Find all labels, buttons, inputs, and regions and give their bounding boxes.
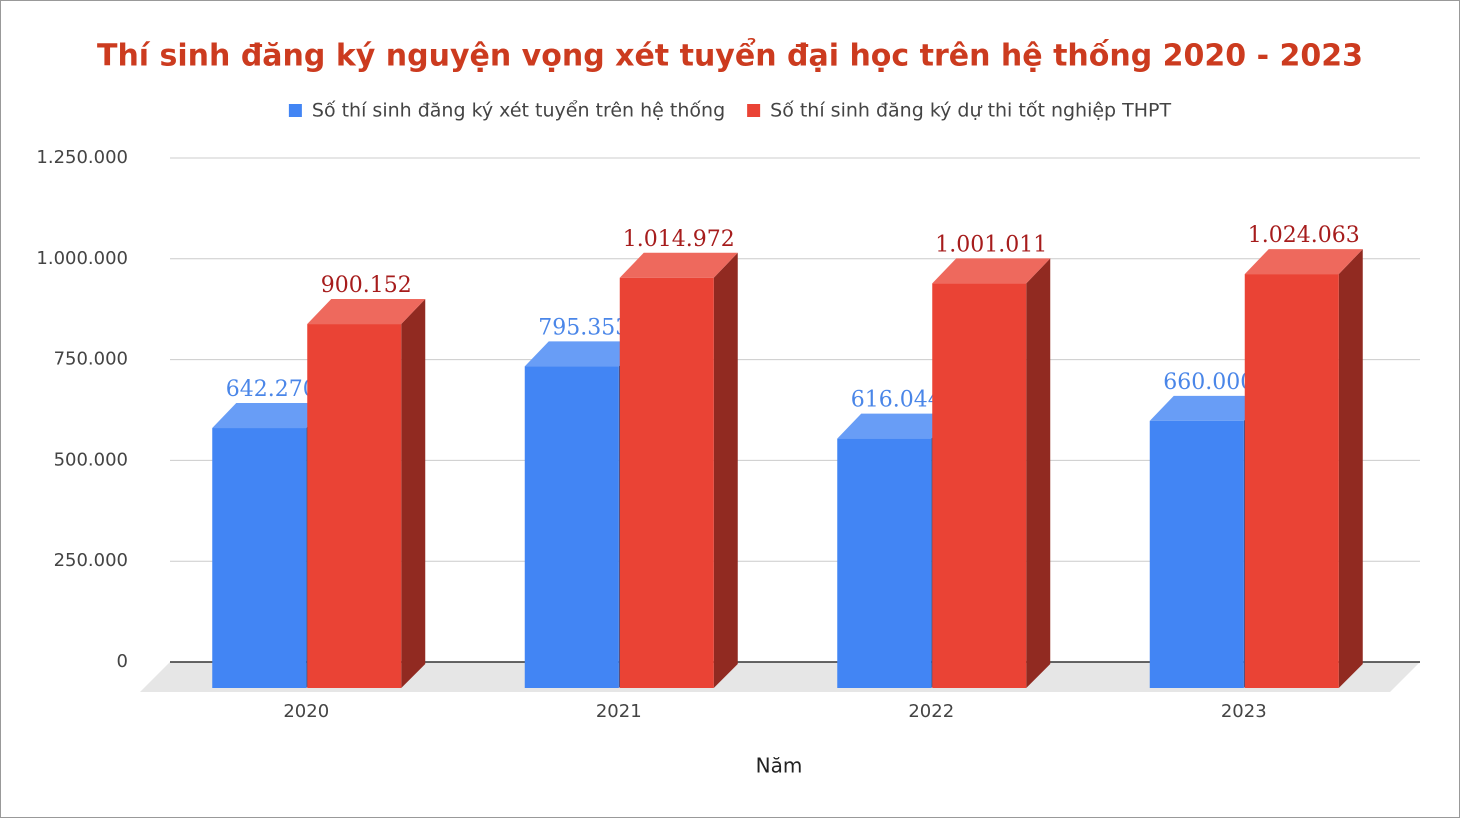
bar-top <box>307 299 426 325</box>
value-label: 900.152 <box>321 273 412 298</box>
bar <box>932 258 1051 688</box>
value-label: 642.270 <box>226 377 317 402</box>
y-tick-label: 250.000 <box>54 550 128 571</box>
bar-top <box>932 258 1051 284</box>
bar-front <box>1149 420 1244 688</box>
bar-side <box>401 299 426 688</box>
y-tick-label: 1.000.000 <box>36 248 128 269</box>
bar-top <box>1149 395 1268 421</box>
bar-front <box>619 277 714 688</box>
bar-front <box>932 283 1027 688</box>
bar-side <box>1338 249 1363 689</box>
chart-title: Thí sinh đăng ký nguyện vọng xét tuyển đ… <box>97 38 1363 74</box>
bar-side <box>713 252 738 688</box>
bar-top <box>837 413 956 439</box>
y-tick-label: 1.250.000 <box>36 147 128 168</box>
legend-swatch <box>747 104 761 117</box>
x-tick-label: 2021 <box>596 701 642 722</box>
bar-top <box>1244 249 1363 275</box>
x-tick-label: 2023 <box>1221 701 1267 722</box>
bar <box>307 299 426 688</box>
legend: Số thí sinh đăng ký xét tuyển trên hệ th… <box>288 100 1172 122</box>
x-tick-label: 2020 <box>283 701 329 722</box>
value-label: 1.024.063 <box>1248 223 1360 248</box>
legend-label: Số thí sinh đăng ký xét tuyển trên hệ th… <box>312 100 725 122</box>
bar <box>1244 249 1363 689</box>
bar-front <box>524 366 619 688</box>
value-label: 660.000 <box>1163 370 1254 395</box>
value-label: 616.044 <box>851 388 942 413</box>
bar-side <box>1026 258 1051 688</box>
bar-front <box>837 438 932 688</box>
bar-top <box>524 341 643 367</box>
y-tick-label: 750.000 <box>54 349 128 370</box>
bar-top <box>619 252 738 278</box>
legend-swatch <box>288 104 302 117</box>
y-tick-label: 0 <box>117 651 128 672</box>
value-label: 1.014.972 <box>623 227 735 252</box>
x-tick-label: 2022 <box>908 701 954 722</box>
bar-top <box>212 403 331 429</box>
value-label: 795.353 <box>538 315 629 340</box>
legend-label: Số thí sinh đăng ký dự thi tốt nghiệp TH… <box>770 100 1171 122</box>
y-tick-label: 500.000 <box>54 449 128 470</box>
bar-front <box>212 428 307 688</box>
bar-front <box>1244 274 1339 688</box>
floor <box>140 662 1420 692</box>
bar <box>619 252 738 688</box>
value-label: 1.001.011 <box>935 232 1047 257</box>
x-axis-label: Năm <box>756 754 803 778</box>
bar-front <box>307 324 402 688</box>
